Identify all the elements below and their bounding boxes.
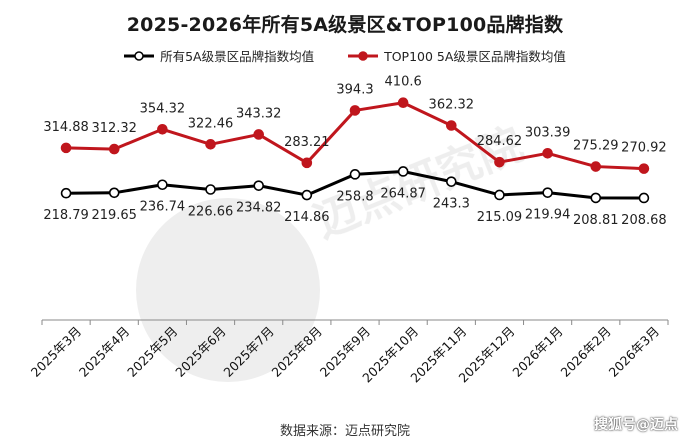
- data-point: [494, 189, 505, 201]
- data-label: 243.3: [433, 197, 470, 212]
- data-label: 354.32: [140, 101, 186, 116]
- chart-title: 2025-2026年所有5A级景区&TOP100品牌指数: [126, 14, 564, 36]
- data-point: [301, 189, 313, 201]
- data-point: [108, 187, 120, 199]
- data-label: 314.88: [43, 120, 89, 135]
- data-label: 322.46: [188, 116, 234, 131]
- data-point: [157, 123, 168, 135]
- data-label: 215.09: [477, 210, 523, 225]
- data-label: 275.29: [573, 139, 619, 154]
- data-point: [157, 179, 168, 191]
- data-point: [542, 148, 553, 159]
- data-point: [638, 192, 650, 204]
- data-label: 410.6: [385, 75, 422, 90]
- data-point: [253, 129, 264, 140]
- data-label: 270.92: [621, 141, 667, 156]
- data-point: [542, 187, 553, 198]
- legend-swatch-top100: [348, 50, 379, 61]
- data-label: 234.82: [236, 201, 282, 216]
- x-tick-label: 2026年3月: [606, 324, 662, 380]
- data-label: 236.74: [140, 200, 186, 215]
- data-point: [205, 139, 216, 150]
- legend: 所有5A级景区品牌指数均值 TOP100 5A级景区品牌指数均值: [0, 46, 690, 65]
- x-tick-label: 2025年4月: [76, 324, 132, 380]
- legend-item-all: 所有5A级景区品牌指数均值: [124, 46, 314, 65]
- data-label: 394.3: [336, 82, 373, 97]
- data-point: [446, 176, 457, 187]
- data-label: 362.32: [429, 98, 475, 113]
- data-point: [397, 97, 409, 109]
- data-point: [349, 105, 361, 116]
- legend-label-top100: TOP100 5A级景区品牌指数均值: [384, 49, 566, 64]
- data-label: 264.87: [380, 186, 426, 201]
- data-point: [108, 143, 120, 155]
- data-point: [253, 180, 264, 191]
- data-label: 343.32: [236, 106, 282, 121]
- data-point: [60, 142, 72, 154]
- x-tick-label: 2025年3月: [28, 324, 84, 380]
- data-label: 219.94: [525, 208, 571, 223]
- data-label: 214.86: [284, 210, 330, 225]
- data-point: [590, 192, 602, 204]
- data-point: [397, 166, 409, 177]
- data-label: 312.32: [91, 121, 137, 136]
- data-label: 208.81: [573, 213, 619, 228]
- legend-swatch-all: [124, 50, 155, 61]
- data-point: [349, 169, 361, 180]
- data-label: 226.66: [188, 205, 234, 220]
- x-tick-label: 2026年1月: [509, 324, 565, 380]
- data-label: 218.79: [43, 208, 89, 223]
- data-point: [301, 157, 313, 169]
- data-label: 258.8: [336, 189, 373, 204]
- x-tick-label: 2026年2月: [557, 324, 613, 380]
- data-label: 303.39: [525, 125, 571, 140]
- data-source: 数据来源：迈点研究院: [279, 424, 410, 439]
- data-point: [494, 156, 505, 168]
- data-label: 284.62: [477, 134, 523, 149]
- data-point: [638, 163, 650, 174]
- data-point: [205, 184, 216, 195]
- data-label: 219.65: [91, 208, 137, 223]
- platform-credit: 搜狐号@迈点: [594, 417, 678, 433]
- legend-label-all: 所有5A级景区品牌指数均值: [160, 49, 315, 64]
- data-label: 283.21: [284, 135, 330, 150]
- legend-item-top100: TOP100 5A级景区品牌指数均值: [348, 46, 566, 65]
- meadin-watermark: 迈点研究院: [136, 118, 530, 382]
- data-label: 208.68: [621, 213, 667, 228]
- data-point: [60, 187, 72, 199]
- data-point: [590, 161, 602, 172]
- data-point: [446, 120, 457, 131]
